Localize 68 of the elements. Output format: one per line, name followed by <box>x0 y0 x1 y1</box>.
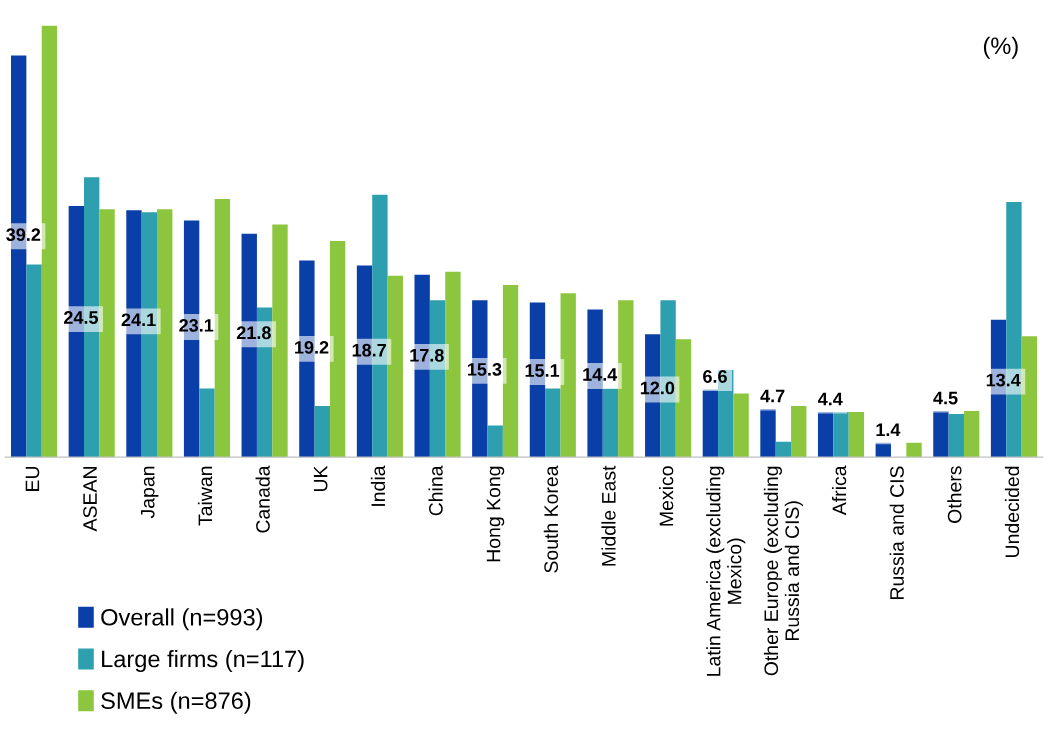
data-label: 12.0 <box>640 381 675 395</box>
data-label: 23.1 <box>179 319 214 332</box>
bar <box>906 442 922 458</box>
x-tick-label: China <box>428 465 443 516</box>
x-tick-label: Russia and CIS <box>889 466 904 599</box>
bar <box>26 264 42 458</box>
y-axis-title: (%) <box>983 36 1018 59</box>
data-label: 39.2 <box>6 228 41 242</box>
bar <box>875 442 891 458</box>
x-tick-label: EU <box>25 467 40 491</box>
data-label: 4.7 <box>760 389 785 403</box>
data-label: 21.8 <box>236 326 271 340</box>
x-tick-label: Undecided <box>1004 466 1020 557</box>
x-tick-label: Other Europe (excluding Russia and CIS) <box>763 466 803 676</box>
bar <box>329 240 346 458</box>
bar <box>502 284 519 458</box>
x-tick-label: Mexico <box>659 466 674 526</box>
x-tick-label: Taiwan <box>197 466 213 526</box>
bar <box>848 412 865 458</box>
data-label: 1.4 <box>876 423 901 436</box>
data-label: 15.1 <box>525 364 560 377</box>
bar <box>199 388 215 458</box>
data-label: 6.6 <box>703 370 727 383</box>
bar <box>933 411 949 458</box>
x-tick-label: Africa <box>831 465 847 516</box>
bar <box>618 300 634 458</box>
bar <box>387 275 403 458</box>
bar <box>545 388 561 458</box>
bar <box>314 405 330 458</box>
legend-label: Large firms (n=117) <box>102 650 304 673</box>
bar <box>272 224 288 458</box>
data-label: 17.8 <box>410 348 444 362</box>
bar <box>760 409 776 458</box>
bar <box>733 393 749 458</box>
bar <box>41 25 58 458</box>
bar <box>214 198 231 458</box>
bar <box>487 425 503 458</box>
data-label: 13.4 <box>986 373 1021 387</box>
x-tick-label: South Korea <box>543 465 559 573</box>
legend-label: Overall (n=993) <box>101 608 263 631</box>
data-label: 15.3 <box>467 362 502 376</box>
data-label: 24.1 <box>121 313 156 326</box>
data-label: 24.5 <box>64 311 99 324</box>
bar <box>675 339 692 458</box>
x-tick-label: UK <box>313 465 328 492</box>
data-label: 18.7 <box>352 343 386 357</box>
data-label: 4.5 <box>933 391 958 405</box>
x-tick-label: Middle East <box>601 465 616 566</box>
x-tick-label: Canada <box>255 465 270 533</box>
bar <box>791 405 807 458</box>
x-tick-label: Others <box>947 466 962 523</box>
x-tick-label: Hong Kong <box>486 466 505 562</box>
bar <box>775 441 792 458</box>
bar <box>963 411 980 458</box>
data-label: 19.2 <box>295 341 329 354</box>
legend-label: SMEs (n=876) <box>101 691 251 714</box>
bar <box>560 293 576 458</box>
bar <box>157 209 173 458</box>
x-tick-label: ASEAN <box>83 467 97 532</box>
x-tick-label: India <box>370 465 386 506</box>
bar <box>948 414 964 458</box>
x-tick-label: Latin America (excluding Mexico) <box>706 466 746 676</box>
data-label: 4.4 <box>817 392 843 406</box>
bar <box>99 209 115 458</box>
data-label: 14.4 <box>583 368 618 381</box>
x-tick-label: Japan <box>140 466 159 519</box>
bar <box>445 271 461 458</box>
bar <box>1021 336 1037 458</box>
